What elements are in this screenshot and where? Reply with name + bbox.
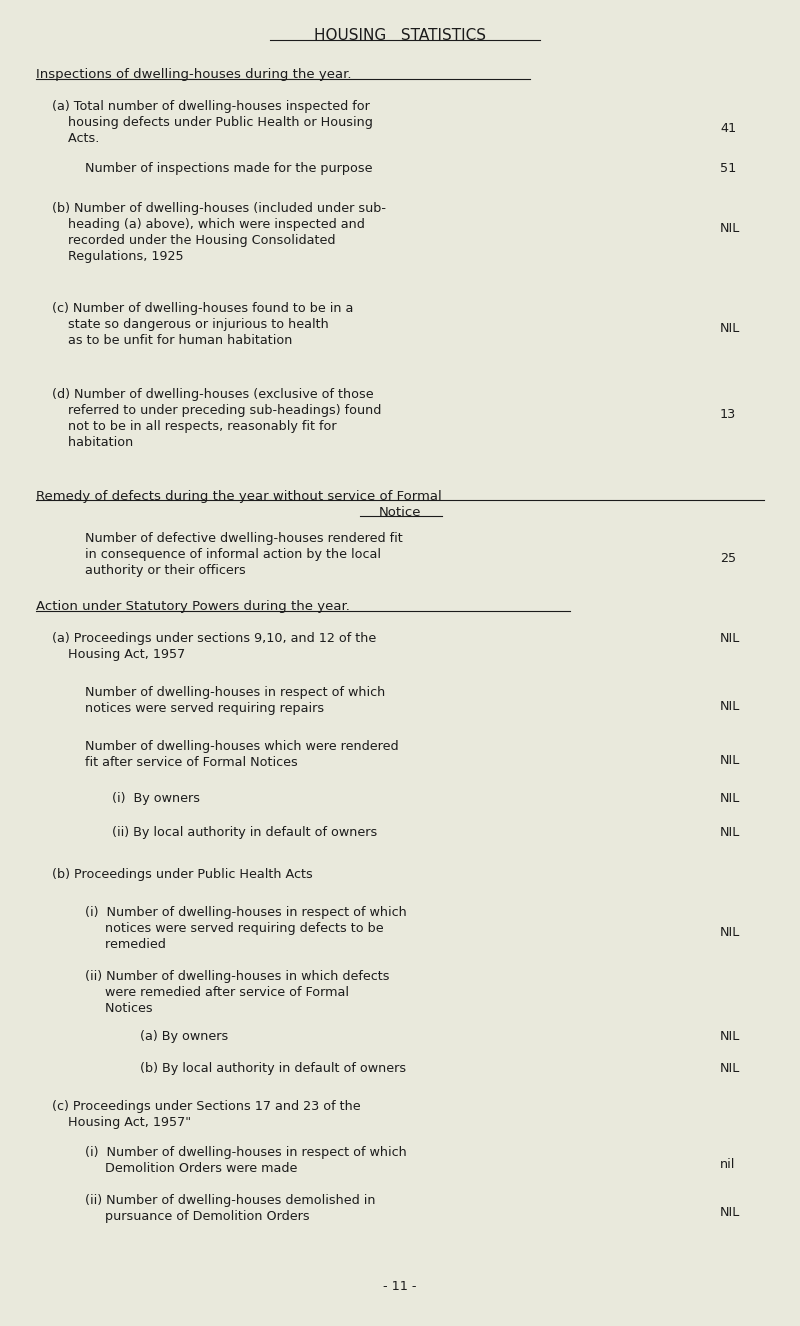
Text: NIL: NIL [720,926,740,939]
Text: (a) Proceedings under sections 9,10, and 12 of the: (a) Proceedings under sections 9,10, and… [52,633,376,644]
Text: Notices: Notices [85,1002,153,1014]
Text: (c) Proceedings under Sections 17 and 23 of the: (c) Proceedings under Sections 17 and 23… [52,1101,361,1113]
Text: housing defects under Public Health or Housing: housing defects under Public Health or H… [52,115,373,129]
Text: nil: nil [720,1158,735,1171]
Text: 25: 25 [720,552,736,565]
Text: (ii) Number of dwelling-houses in which defects: (ii) Number of dwelling-houses in which … [85,971,390,983]
Text: Number of defective dwelling-houses rendered fit: Number of defective dwelling-houses rend… [85,532,402,545]
Text: recorded under the Housing Consolidated: recorded under the Housing Consolidated [52,233,335,247]
Text: Housing Act, 1957: Housing Act, 1957 [52,648,186,660]
Text: NIL: NIL [720,633,740,644]
Text: NIL: NIL [720,1062,740,1075]
Text: were remedied after service of Formal: were remedied after service of Formal [85,987,349,998]
Text: NIL: NIL [720,1030,740,1044]
Text: habitation: habitation [52,436,134,450]
Text: heading (a) above), which were inspected and: heading (a) above), which were inspected… [52,217,365,231]
Text: notices were served requiring defects to be: notices were served requiring defects to… [85,922,384,935]
Text: (ii) By local authority in default of owners: (ii) By local authority in default of ow… [112,826,378,839]
Text: (b) Number of dwelling-houses (included under sub-: (b) Number of dwelling-houses (included … [52,202,386,215]
Text: (a) By owners: (a) By owners [140,1030,228,1044]
Text: NIL: NIL [720,754,740,766]
Text: Number of dwelling-houses in respect of which: Number of dwelling-houses in respect of … [85,686,386,699]
Text: Notice: Notice [378,507,422,518]
Text: 51: 51 [720,162,736,175]
Text: NIL: NIL [720,322,740,335]
Text: (i)  Number of dwelling-houses in respect of which: (i) Number of dwelling-houses in respect… [85,906,406,919]
Text: authority or their officers: authority or their officers [85,564,246,577]
Text: (b) By local authority in default of owners: (b) By local authority in default of own… [140,1062,406,1075]
Text: Demolition Orders were made: Demolition Orders were made [85,1162,298,1175]
Text: Action under Statutory Powers during the year.: Action under Statutory Powers during the… [36,599,350,613]
Text: fit after service of Formal Notices: fit after service of Formal Notices [85,756,298,769]
Text: as to be unfit for human habitation: as to be unfit for human habitation [52,334,292,347]
Text: NIL: NIL [720,700,740,713]
Text: in consequence of informal action by the local: in consequence of informal action by the… [85,548,381,561]
Text: 41: 41 [720,122,736,135]
Text: Inspections of dwelling-houses during the year.: Inspections of dwelling-houses during th… [36,68,351,81]
Text: notices were served requiring repairs: notices were served requiring repairs [85,701,324,715]
Text: Remedy of defects during the year without service of Formal: Remedy of defects during the year withou… [36,491,442,503]
Text: NIL: NIL [720,1207,740,1219]
Text: state so dangerous or injurious to health: state so dangerous or injurious to healt… [52,318,329,332]
Text: (i)  By owners: (i) By owners [112,792,200,805]
Text: Housing Act, 1957": Housing Act, 1957" [52,1116,191,1128]
Text: 13: 13 [720,408,736,420]
Text: (i)  Number of dwelling-houses in respect of which: (i) Number of dwelling-houses in respect… [85,1146,406,1159]
Text: Number of dwelling-houses which were rendered: Number of dwelling-houses which were ren… [85,740,398,753]
Text: - 11 -: - 11 - [383,1280,417,1293]
Text: (b) Proceedings under Public Health Acts: (b) Proceedings under Public Health Acts [52,869,313,880]
Text: referred to under preceding sub-headings) found: referred to under preceding sub-headings… [52,404,382,416]
Text: NIL: NIL [720,221,740,235]
Text: Number of inspections made for the purpose: Number of inspections made for the purpo… [85,162,373,175]
Text: HOUSING   STATISTICS: HOUSING STATISTICS [314,28,486,42]
Text: remedied: remedied [85,937,166,951]
Text: NIL: NIL [720,792,740,805]
Text: Regulations, 1925: Regulations, 1925 [52,251,184,263]
Text: NIL: NIL [720,826,740,839]
Text: (c) Number of dwelling-houses found to be in a: (c) Number of dwelling-houses found to b… [52,302,354,316]
Text: pursuance of Demolition Orders: pursuance of Demolition Orders [85,1211,310,1223]
Text: (d) Number of dwelling-houses (exclusive of those: (d) Number of dwelling-houses (exclusive… [52,389,374,400]
Text: Acts.: Acts. [52,133,99,145]
Text: not to be in all respects, reasonably fit for: not to be in all respects, reasonably fi… [52,420,337,434]
Text: (ii) Number of dwelling-houses demolished in: (ii) Number of dwelling-houses demolishe… [85,1193,375,1207]
Text: (a) Total number of dwelling-houses inspected for: (a) Total number of dwelling-houses insp… [52,99,370,113]
